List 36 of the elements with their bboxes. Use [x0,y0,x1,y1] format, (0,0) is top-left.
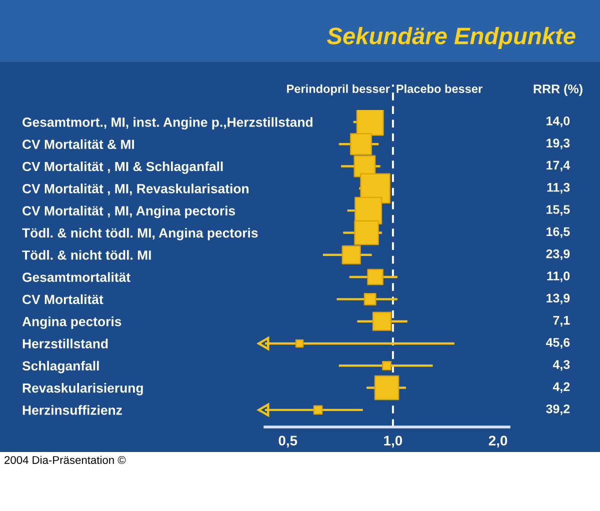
y-tick-label: Gesamtmortalität [22,272,130,282]
y-tick-label: CV Mortalität [22,294,104,304]
text: 14,0 [546,116,570,128]
text: 13,9 [546,294,570,304]
y-tick-label: Schlaganfall [22,360,99,374]
y-tick-label: Herzinsuffizienz [22,405,122,415]
text: 4,3 [552,360,570,371]
text: Perindopril besser [287,84,390,96]
x-tick-label: 2,0 [488,436,508,448]
text: 16,5 [546,227,570,238]
text: 2004 Dia-Präsentation © [4,456,126,464]
text: 17,4 [546,160,570,172]
y-tick-label: Tödl. & nicht tödl. MI, Angina pectoris [22,228,258,240]
y-tick-label: Gesamtmort., MI, inst. Angine p.,Herzstillstand [22,117,312,130]
chart-title: Sekundäre Endpunkte [327,26,576,50]
y-tick-label: CV Mortalität , MI & Schlaganfall [22,161,223,174]
y-tick-label: Revaskularisierung [22,383,143,396]
text: 19,3 [546,138,570,150]
x-tick-label: 0,5 [278,436,298,448]
y-tick-label: Angina pectoris [22,316,122,329]
y-tick-label: Tödl. & nicht tödl. MI [22,250,151,260]
text: 15,5 [546,205,570,216]
text: 11,3 [547,182,570,194]
x-tick-label: 1,0 [384,436,402,448]
text: 4,2 [552,382,570,393]
y-tick-label: CV Mortalität , MI, Angina pectoris [22,206,236,218]
y-tick-label: CV Mortalität & MI [22,139,134,150]
text: Placebo besser [396,84,482,94]
y-tick-label: CV Mortalität , MI, Revaskularisation [22,184,248,196]
text: 7,1 [553,316,570,326]
text: 39,2 [546,404,570,416]
text: 11,0 [547,272,570,282]
text: RRR (%) [534,84,582,96]
y-tick-label: Herzstillstand [22,338,108,348]
text: 45,6 [546,338,570,349]
text: 23,9 [546,249,570,260]
